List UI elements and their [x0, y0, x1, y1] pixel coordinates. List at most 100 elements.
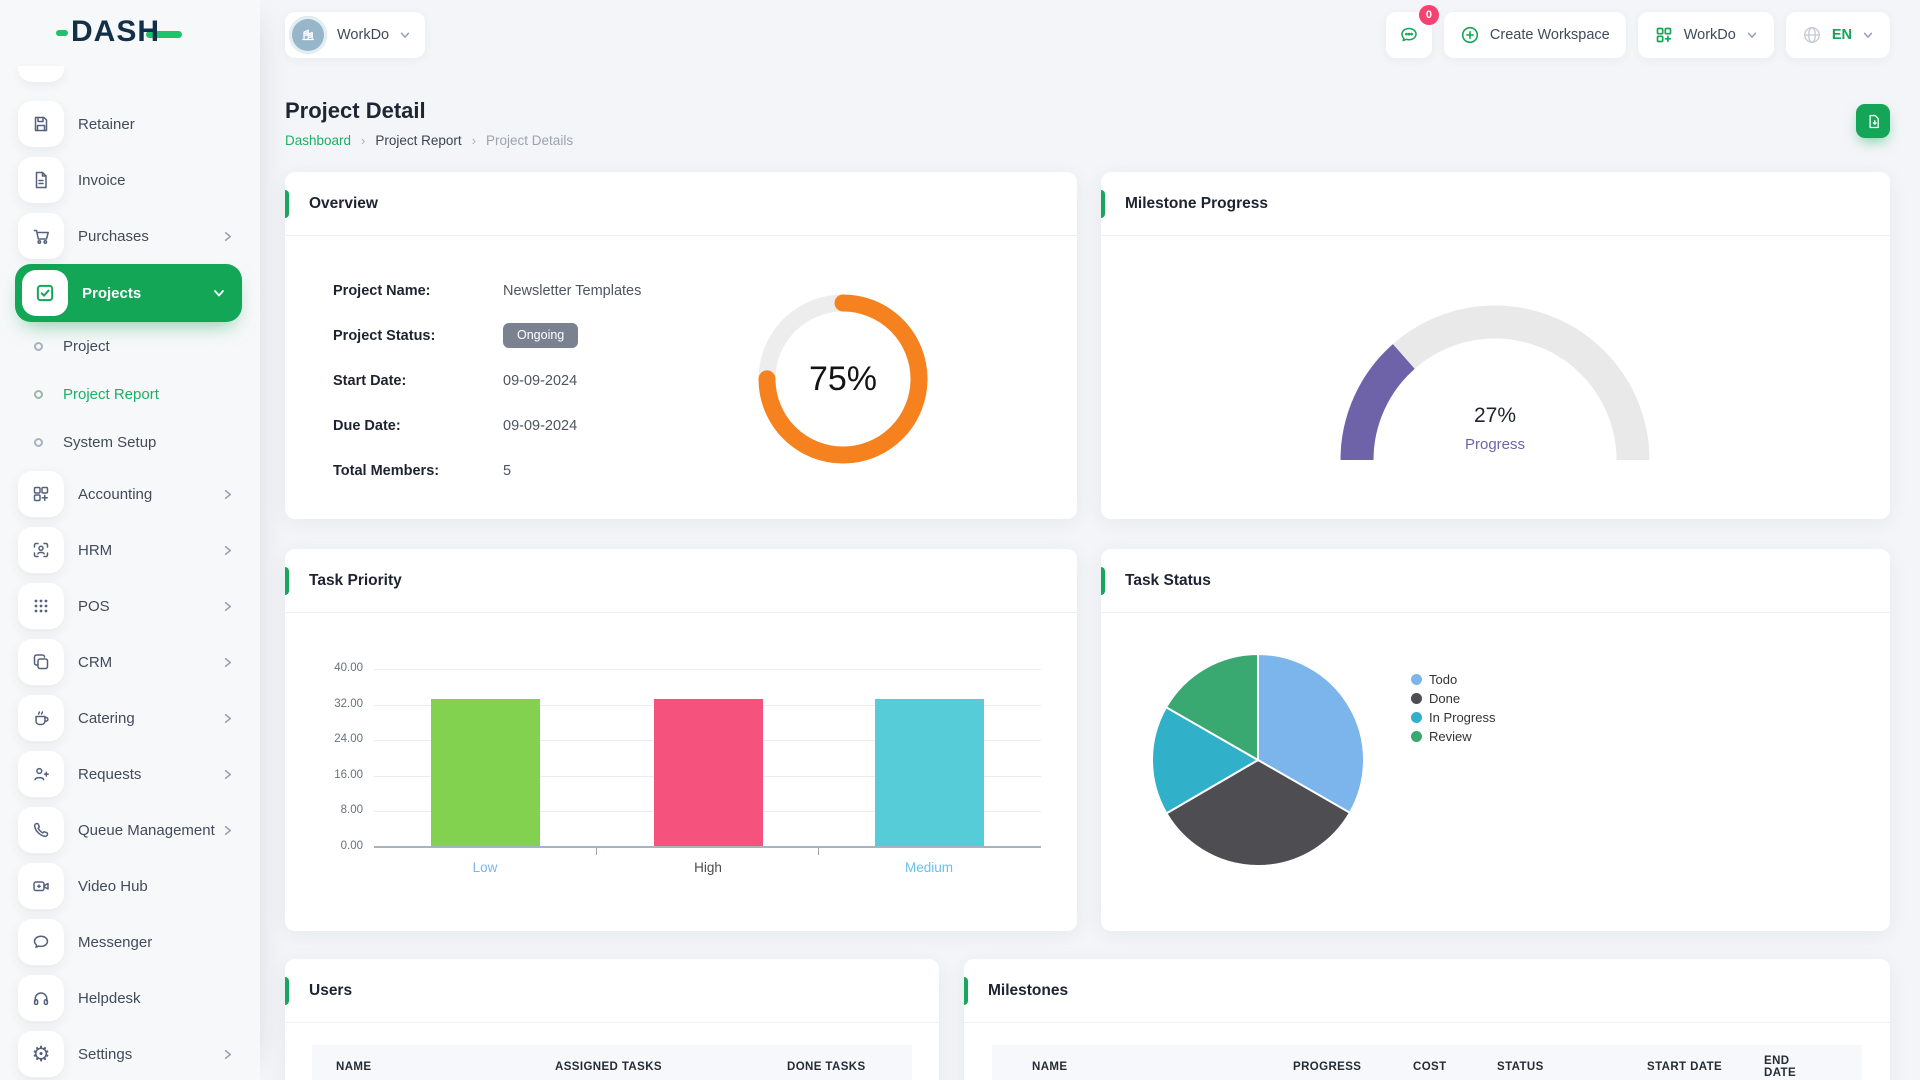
sidebar-item-crm[interactable]: CRM: [0, 634, 260, 690]
phone-icon: [18, 807, 64, 853]
y-axis-tick-label: 24.00: [334, 733, 363, 746]
bar-low: [430, 698, 540, 847]
sidebar-item-helpdesk[interactable]: Helpdesk: [0, 970, 260, 1026]
sidebar-item-pos[interactable]: POS: [0, 578, 260, 634]
card-title: Task Priority: [309, 571, 402, 589]
sidebar-item-catering[interactable]: Catering: [0, 690, 260, 746]
gauge-percent-label: 27%: [1473, 404, 1517, 427]
card-title: Milestone Progress: [1125, 194, 1268, 212]
coffee-icon: [18, 695, 64, 741]
ring-icon: [34, 437, 43, 447]
chevron-down-icon: [1863, 32, 1873, 38]
chevron-right-icon: [221, 230, 234, 243]
workspace-avatar-building-icon: [289, 16, 327, 54]
breadcrumb-project-report[interactable]: Project Report: [375, 133, 462, 148]
workspace-selector[interactable]: WorkDo: [285, 12, 426, 58]
message-count-badge: 0: [1418, 5, 1439, 25]
sidebar-subitem-project-report[interactable]: Project Report: [0, 370, 260, 418]
sidebar-subitem-project[interactable]: Project: [0, 322, 260, 370]
users-table: NAME ASSIGNED TASKS DONE TASKS: [285, 1023, 939, 1080]
create-workspace-button[interactable]: Create Workspace: [1443, 12, 1626, 58]
sidebar-subitem-system-setup[interactable]: System Setup: [0, 418, 260, 466]
cart-icon: [18, 213, 64, 259]
messages-button[interactable]: 0: [1385, 5, 1439, 58]
legend-dot: [1411, 731, 1422, 742]
pie-slice-todo: [1257, 652, 1365, 815]
field-project-name: Project Name: Newsletter Templates: [333, 282, 642, 299]
x-axis-label-low: Low: [472, 860, 498, 875]
field-start-date: Start Date: 09-09-2024: [333, 372, 578, 389]
sidebar-item-queue-management[interactable]: Queue Management: [0, 802, 260, 858]
language-selector[interactable]: EN: [1785, 12, 1890, 58]
milestones-table: NAME PROGRESS COST STATUS START DATE END…: [964, 1023, 1890, 1080]
legend-item-in-progress[interactable]: In Progress: [1411, 708, 1495, 727]
legend-dot: [1411, 712, 1422, 723]
pie-legend: Todo Done In Progress Review: [1411, 670, 1495, 746]
card-title: Task Status: [1125, 571, 1211, 589]
legend-label: Todo: [1429, 672, 1458, 687]
brand-logo[interactable]: DASH: [0, 0, 260, 64]
app-switcher-button[interactable]: WorkDo: [1637, 12, 1774, 58]
chat-bubble-icon: [18, 919, 64, 965]
grid-plus-icon: [1656, 27, 1672, 43]
breadcrumb-dashboard[interactable]: Dashboard: [285, 133, 352, 148]
sidebar-item-purchases[interactable]: Purchases: [0, 208, 260, 264]
breadcrumb-separator: ›: [361, 133, 366, 148]
overview-fields: Project Name: Newsletter Templates Proje…: [333, 268, 641, 493]
chevron-right-icon: [221, 600, 234, 613]
logo-text: DASH: [71, 15, 161, 48]
sidebar-item-messenger[interactable]: Messenger: [0, 914, 260, 970]
y-axis-tick-label: 8.00: [340, 804, 363, 817]
users-table-header: NAME ASSIGNED TASKS DONE TASKS: [312, 1045, 912, 1080]
field-project-status: Project Status: Ongoing: [333, 313, 641, 358]
chevron-right-icon: [221, 824, 234, 837]
grid-plus-icon: [18, 471, 64, 517]
legend-item-done[interactable]: Done: [1411, 689, 1495, 708]
user-plus-icon: [18, 751, 64, 797]
breadcrumb: Dashboard › Project Report › Project Det…: [285, 133, 573, 148]
sidebar-item-retainer[interactable]: Retainer: [0, 96, 260, 152]
gridline: [374, 669, 1041, 670]
headphones-icon: [18, 975, 64, 1021]
legend-item-todo[interactable]: Todo: [1411, 670, 1495, 689]
y-axis-tick-label: 32.00: [334, 697, 363, 710]
export-report-button[interactable]: [1856, 104, 1890, 138]
sidebar-item-hrm[interactable]: HRM: [0, 522, 260, 578]
sidebar-item-settings[interactable]: ⚙ Settings: [0, 1026, 260, 1080]
sidebar-item-requests[interactable]: Requests: [0, 746, 260, 802]
breadcrumb-current: Project Details: [486, 133, 574, 148]
legend-item-review[interactable]: Review: [1411, 727, 1495, 746]
chevron-right-icon: [221, 768, 234, 781]
sidebar-item-video-hub[interactable]: Video Hub: [0, 858, 260, 914]
chevron-right-icon: [221, 712, 234, 725]
sidebar-item-accounting[interactable]: Accounting: [0, 466, 260, 522]
field-due-date: Due Date: 09-09-2024: [333, 417, 578, 434]
legend-dot: [1411, 693, 1422, 704]
task-status-pie: [1151, 652, 1365, 867]
card-title: Overview: [309, 194, 378, 212]
y-axis-tick-label: 0.00: [340, 840, 363, 852]
chevron-right-icon: [221, 544, 234, 557]
status-badge: Ongoing: [503, 323, 579, 348]
logo-accent-bar: [56, 30, 68, 36]
pie-slice-in-progress: [1151, 705, 1260, 815]
plus-circle-icon: [1461, 26, 1479, 44]
legend-label: In Progress: [1429, 710, 1496, 725]
legend-dot: [1411, 674, 1422, 685]
gear-icon: ⚙: [18, 1031, 64, 1077]
scrolled-item-partial: [18, 66, 64, 82]
bar-medium: [874, 698, 984, 847]
sidebar-item-invoice[interactable]: Invoice: [0, 152, 260, 208]
page-title: Project Detail: [285, 98, 426, 123]
pie-slice-done: [1165, 758, 1352, 867]
task-status-card: Task Status 33.3%33.3%16.7%16.7%TodoDone…: [1101, 549, 1890, 931]
x-axis-line: [374, 846, 1041, 848]
sidebar-item-projects[interactable]: Projects: [15, 264, 242, 322]
overview-card: Overview Project Name: Newsletter Templa…: [285, 172, 1077, 519]
sidebar: DASH Retainer Invoice Purch: [0, 0, 260, 1080]
chevron-right-icon: [221, 656, 234, 669]
copy-icon: [18, 639, 64, 685]
milestones-card: Milestones NAME PROGRESS COST STATUS STA…: [964, 959, 1890, 1080]
x-axis-label-high: High: [694, 860, 722, 875]
